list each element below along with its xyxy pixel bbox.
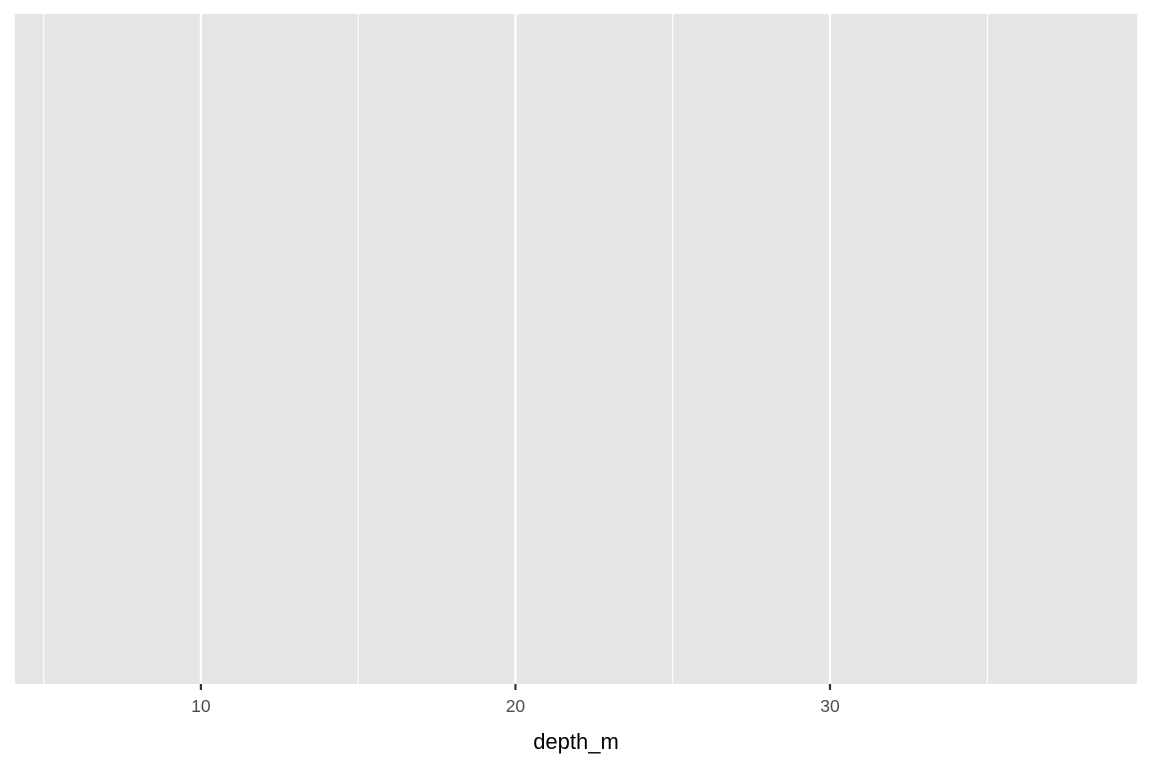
x-tick-label: 30: [820, 696, 840, 716]
x-tick-label: 10: [191, 696, 211, 716]
x-axis-tick-labels: 10 20 30: [191, 696, 840, 716]
x-axis-ticks: [199, 684, 832, 690]
major-gridlines: [199, 14, 832, 684]
x-axis-title: depth_m: [533, 729, 619, 754]
panel-background: [15, 14, 1137, 684]
minor-gridlines: [43, 14, 988, 684]
x-tick-label: 20: [506, 696, 526, 716]
